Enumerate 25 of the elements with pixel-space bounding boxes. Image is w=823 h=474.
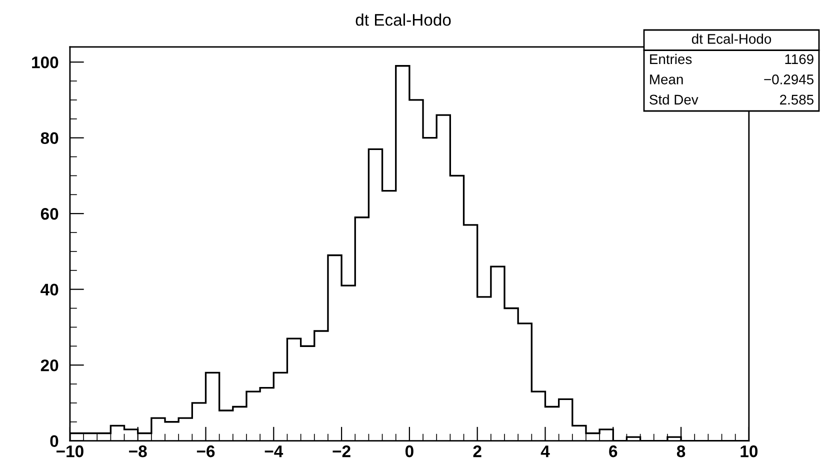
text: 1169 bbox=[785, 54, 814, 64]
annotation: Mean bbox=[650, 74, 683, 84]
chart-title: dt Ecal-Hodo bbox=[356, 14, 451, 26]
x-tick-label: 8 bbox=[676, 445, 686, 458]
x-tick-label: 6 bbox=[609, 445, 618, 458]
annotation: Std Dev bbox=[650, 94, 698, 105]
x-tick-label: −8 bbox=[129, 445, 147, 458]
x-tick-label: 0 bbox=[405, 445, 414, 458]
x-tick-label: −4 bbox=[264, 446, 284, 458]
text: 2.585 bbox=[780, 94, 814, 105]
y-tick-label: 20 bbox=[40, 359, 58, 372]
y-tick-label: 0 bbox=[50, 435, 58, 448]
x-tick-label: −10 bbox=[56, 445, 84, 458]
x-tick-label: −6 bbox=[196, 445, 215, 458]
x-tick-label: 4 bbox=[540, 446, 550, 458]
y-tick-label: 40 bbox=[40, 284, 58, 296]
x-tick-label: 2 bbox=[473, 445, 482, 458]
text: −0.2945 bbox=[764, 74, 814, 84]
y-tick-label: 60 bbox=[40, 208, 58, 220]
annotation: Entries bbox=[650, 54, 692, 64]
text: dt Ecal-Hodo bbox=[692, 34, 772, 44]
y-tick-label: 100 bbox=[32, 56, 58, 68]
y-tick-label: 80 bbox=[40, 132, 58, 144]
x-tick-label: 10 bbox=[740, 445, 758, 458]
x-tick-label: −2 bbox=[332, 445, 350, 458]
